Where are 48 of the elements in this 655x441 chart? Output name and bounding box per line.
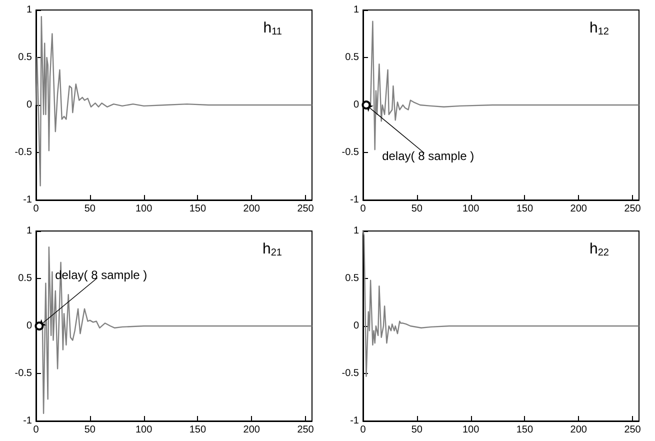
x-tick-label: 50 [411, 424, 423, 435]
x-tick-label: 0 [360, 204, 366, 214]
y-tick-label: -0.5 [14, 368, 32, 378]
y-tick-label: -0.5 [14, 147, 32, 158]
annotation: delay( 8 sample ) [382, 149, 474, 164]
x-tick-label: 50 [84, 204, 96, 214]
x-tick-label: 100 [462, 424, 480, 435]
x-tick-label: 150 [189, 424, 206, 435]
x-tick-label: 100 [135, 204, 153, 214]
x-tick-label: 200 [570, 204, 588, 214]
y-tick-label: -1 [23, 194, 32, 206]
y-tick-label: 0 [26, 320, 32, 331]
x-tick-label: 200 [243, 424, 260, 435]
x-tick-label: 100 [135, 424, 153, 435]
y-tick-label: 0 [353, 100, 360, 110]
x-tick-label: 100 [462, 204, 480, 214]
y-tick-label: 0.5 [18, 272, 32, 284]
y-tick-label: -0.5 [342, 147, 360, 158]
y-tick-label: 1 [353, 4, 360, 16]
y-tick-label: 0.5 [18, 52, 32, 63]
y-tick-label: -1 [350, 194, 360, 206]
x-tick-label: 250 [624, 204, 642, 214]
annotation: delay( 8 sample ) [55, 267, 148, 282]
y-tick-label: 0.5 [345, 272, 360, 284]
x-tick-label: 0 [33, 424, 40, 435]
y-tick-label: 1 [26, 4, 32, 16]
x-tick-label: 150 [516, 204, 534, 214]
x-tick-label: 0 [360, 424, 366, 435]
x-tick-label: 250 [297, 204, 314, 214]
y-tick-label: 0 [353, 320, 360, 331]
x-tick-label: 200 [243, 204, 260, 214]
y-tick-label: -0.5 [342, 368, 360, 378]
x-tick-label: 0 [33, 204, 40, 214]
y-tick-label: -1 [23, 415, 32, 426]
y-tick-label: 1 [26, 225, 32, 236]
x-tick-label: 50 [84, 424, 96, 435]
y-tick-label: 1 [353, 225, 360, 236]
line-series [35, 16, 313, 186]
y-tick-label: 0.5 [345, 52, 360, 63]
y-tick-label: 0 [26, 100, 32, 110]
x-tick-label: 150 [189, 204, 206, 214]
y-tick-label: -1 [350, 415, 360, 426]
line-series [362, 230, 640, 376]
x-tick-label: 250 [624, 424, 642, 435]
x-tick-label: 250 [297, 424, 314, 435]
x-tick-label: 200 [570, 424, 588, 435]
x-tick-label: 150 [516, 424, 534, 435]
x-tick-label: 50 [411, 204, 423, 214]
